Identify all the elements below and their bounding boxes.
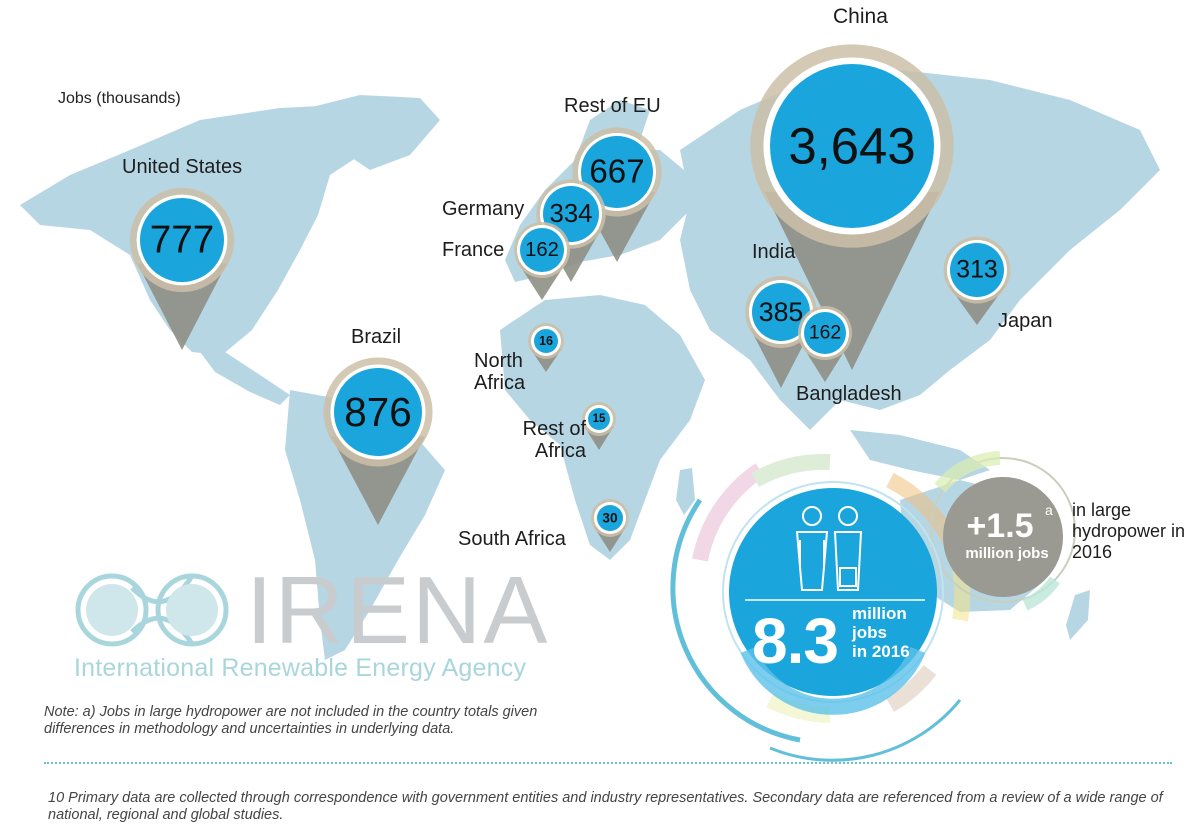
deco-arc-tan [885, 664, 937, 712]
pin-japan: 313 [943, 236, 1011, 325]
pin-south-africa: 30 [591, 499, 629, 552]
deco-arc-lime [766, 692, 831, 723]
value-bangladesh: 162 [809, 323, 841, 344]
value-france: 162 [525, 239, 559, 261]
label-south-africa: South Africa [458, 528, 566, 550]
bubble-china [770, 64, 934, 228]
workers-icon [795, 506, 863, 591]
total-label-line3: in 2016 [852, 642, 910, 661]
hydro-side-text: in large hydropower in 2016 [1072, 500, 1186, 562]
value-rest-of-africa: 15 [593, 413, 606, 425]
value-united-states: 777 [150, 219, 214, 262]
pin-china: 3,643 [750, 44, 954, 370]
pin-brazil: 876 [323, 357, 433, 525]
pin-north-africa: 16 [528, 323, 564, 372]
bubble-japan [950, 243, 1004, 297]
footnote-text: 10 Primary data are collected through co… [48, 790, 1163, 823]
pin-germany: 334 [536, 179, 606, 282]
irena-logo-globes-icon [75, 573, 229, 647]
total-label-line2: jobs [852, 623, 887, 642]
value-rest-of-eu: 667 [589, 154, 644, 191]
label-bangladesh: Bangladesh [796, 383, 902, 405]
label-rest-of-africa: Rest of Africa [522, 418, 586, 462]
label-north-africa: North Africa [474, 350, 526, 394]
total-inner-arc [740, 646, 926, 715]
pin-united-states: 777 [129, 187, 235, 350]
bubble-france [520, 228, 564, 272]
total-label: million jobs in 2016 [852, 604, 910, 661]
pin-rest-of-africa: 15 [582, 402, 616, 450]
pin-rest-of-eu: 667 [572, 127, 662, 262]
note-text: Note: a) Jobs in large hydropower are no… [44, 704, 538, 737]
bubble-north-africa [534, 329, 558, 353]
label-united-states: United States [122, 156, 243, 178]
total-label-line1: million [852, 604, 907, 623]
value-north-africa: 16 [539, 334, 553, 348]
pin-france: 162 [514, 222, 570, 300]
label-germany: Germany [442, 198, 525, 220]
hydro-outer-ring [930, 457, 1076, 603]
bubble-rest-of-eu [581, 136, 653, 208]
value-india: 385 [759, 297, 804, 327]
total-value: 8.3 [752, 605, 839, 677]
value-germany: 334 [550, 200, 593, 228]
deco-arc-blue-outer [769, 699, 962, 762]
bubble-bangladesh [804, 312, 846, 354]
deco-arc-pink [692, 463, 765, 562]
value-brazil: 876 [344, 389, 412, 435]
bubble-south-africa [597, 505, 623, 531]
label-brazil: Brazil [351, 326, 402, 348]
irena-logo-text: IRENA [246, 557, 550, 664]
label-france: France [442, 239, 505, 261]
dotted-divider [44, 762, 1172, 764]
value-japan: 313 [956, 257, 997, 284]
greenland-landmass [300, 95, 440, 170]
hydro-deco-arc-green [934, 451, 1001, 493]
hydro-deco-arc-teal [1022, 576, 1060, 611]
value-south-africa: 30 [602, 511, 618, 526]
value-china: 3,643 [788, 118, 915, 175]
central-america-landmass [195, 345, 290, 405]
hydro-unit: million jobs [965, 545, 1048, 562]
new-zealand-landmass [1066, 590, 1090, 640]
label-rest-of-eu: Rest of EU [564, 95, 661, 117]
deco-arc-green [751, 453, 831, 488]
hydro-value: +1.5 [966, 507, 1033, 545]
hydro-superscript: a [1045, 502, 1053, 518]
madagascar-landmass [676, 468, 695, 515]
bubble-brazil [334, 368, 422, 456]
label-china: China [833, 5, 888, 28]
deco-arc-blue [670, 498, 801, 743]
hydro-circle [943, 477, 1063, 597]
label-japan: Japan [998, 310, 1053, 332]
irena-logo-subtitle: International Renewable Energy Agency [74, 654, 527, 682]
bubble-united-states [140, 198, 224, 282]
bubble-rest-of-africa [588, 408, 610, 430]
pin-bangladesh: 162 [798, 306, 852, 382]
bubble-india [752, 283, 810, 341]
units-label: Jobs (thousands) [58, 90, 181, 107]
label-india: India [752, 241, 796, 263]
total-circle [729, 488, 937, 696]
